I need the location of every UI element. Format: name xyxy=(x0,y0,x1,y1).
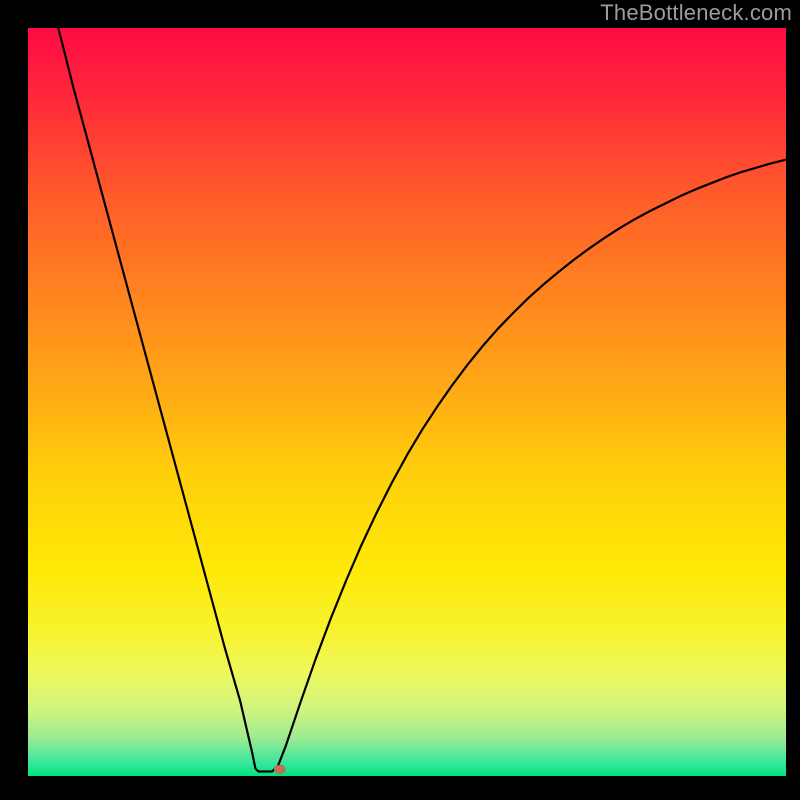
chart-svg xyxy=(28,28,786,776)
plot-area xyxy=(28,28,786,776)
optimum-marker xyxy=(274,765,285,773)
chart-frame: TheBottleneck.com xyxy=(0,0,800,800)
watermark-text: TheBottleneck.com xyxy=(600,0,792,26)
chart-background xyxy=(28,28,786,776)
